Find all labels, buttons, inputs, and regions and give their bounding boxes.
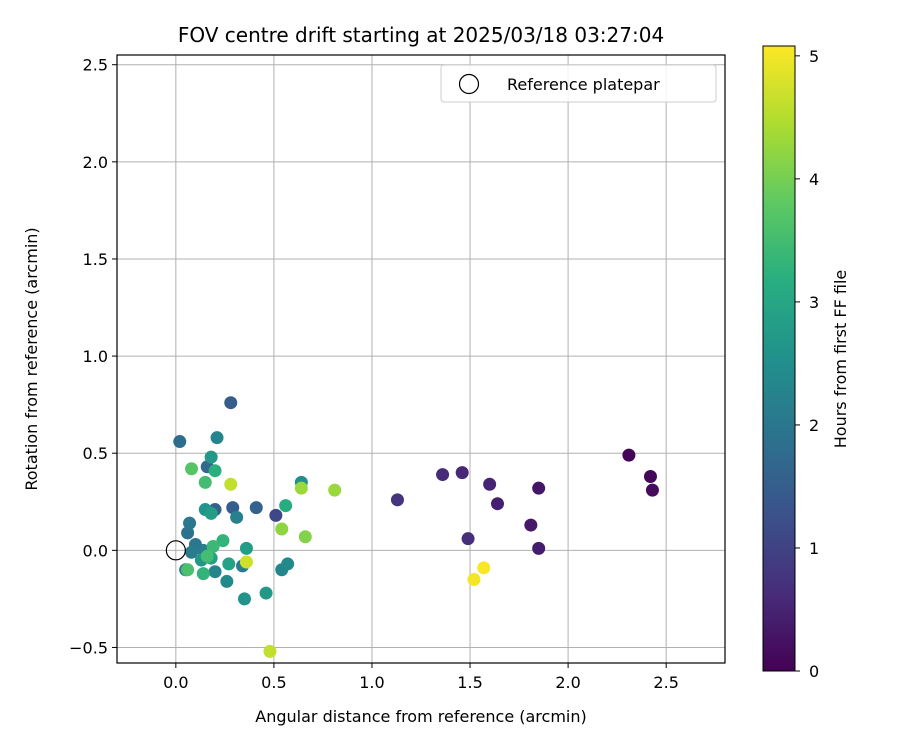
colorbar-tick-label: 5 (809, 47, 819, 66)
data-point (461, 532, 475, 546)
data-point (477, 561, 491, 575)
data-point (269, 508, 283, 522)
data-point (237, 592, 251, 606)
colorbar-tick-label: 2 (809, 416, 819, 435)
y-tick-label: 1.5 (83, 250, 108, 269)
data-point (249, 501, 263, 515)
data-point (208, 464, 222, 478)
data-point (298, 530, 312, 544)
y-tick-label: 0.5 (83, 444, 108, 463)
data-point (183, 516, 197, 530)
colorbar-tick-label: 3 (809, 293, 819, 312)
data-point (216, 534, 230, 548)
data-point (436, 468, 450, 482)
y-axis-ticks: −0.5 0.0 0.5 1.0 1.5 2.0 2.5 (69, 56, 117, 657)
data-point (185, 462, 199, 476)
data-point (483, 477, 497, 491)
legend-box (440, 64, 717, 103)
data-point (198, 475, 212, 489)
colorbar-tick-label: 0 (809, 662, 819, 681)
plot-frame (116, 54, 726, 664)
data-point (204, 450, 218, 464)
data-point (224, 396, 238, 410)
data-point (224, 477, 238, 491)
colorbar-ticks: 0 1 2 3 4 5 (795, 47, 819, 681)
y-tick-label: 0.0 (83, 541, 108, 560)
x-axis-label: Angular distance from reference (arcmin) (255, 707, 586, 726)
y-tick-label: 2.5 (83, 56, 108, 75)
data-point (455, 466, 469, 480)
colorbar-tick-label: 1 (809, 539, 819, 558)
data-point (490, 497, 504, 511)
data-point (185, 545, 199, 559)
x-tick-label: 0.5 (261, 673, 286, 692)
data-point (239, 555, 253, 569)
x-axis-ticks: 0.0 0.5 1.0 1.5 2.0 2.5 (163, 663, 679, 692)
chart-title: FOV centre drift starting at 2025/03/18 … (178, 23, 664, 47)
colorbar-label: Hours from first FF file (831, 270, 850, 449)
data-point (206, 539, 220, 553)
data-point (281, 557, 295, 571)
data-point (173, 435, 187, 449)
data-point (275, 522, 289, 536)
data-point (230, 510, 244, 524)
data-point (524, 518, 538, 532)
legend-entry-reference: Reference platepar (507, 75, 660, 94)
data-point (208, 565, 222, 579)
data-point (181, 563, 195, 577)
x-tick-label: 2.5 (653, 673, 678, 692)
data-point (196, 567, 210, 581)
data-point (222, 557, 236, 571)
colorbar-gradient (762, 45, 796, 672)
data-point (220, 574, 234, 588)
data-point (294, 481, 308, 495)
data-point (204, 506, 218, 520)
data-point (532, 481, 546, 495)
data-point (328, 483, 342, 497)
data-point (200, 549, 214, 563)
data-point (643, 470, 657, 484)
data-point (259, 586, 273, 600)
data-point (239, 541, 253, 555)
data-point (210, 431, 224, 445)
colorbar-tick-label: 4 (809, 170, 819, 189)
data-point (532, 541, 546, 555)
data-point (263, 644, 277, 658)
data-point (279, 499, 293, 513)
y-tick-label: 2.0 (83, 153, 108, 172)
scatter-points (173, 396, 659, 658)
y-tick-label: 1.0 (83, 347, 108, 366)
legend: Reference platepar (440, 64, 717, 103)
y-axis-label: Rotation from reference (arcmin) (22, 227, 41, 490)
data-point (181, 526, 195, 540)
reference-layer (165, 540, 186, 561)
data-point (622, 448, 636, 462)
y-tick-label: −0.5 (69, 638, 108, 657)
reference-point (165, 540, 186, 561)
colorbar: 0 1 2 3 4 5 Hours from first FF file (762, 45, 850, 681)
x-tick-label: 1.0 (359, 673, 384, 692)
x-tick-label: 2.0 (555, 673, 580, 692)
data-point (390, 493, 404, 507)
x-tick-label: 1.5 (457, 673, 482, 692)
data-point (467, 572, 481, 586)
data-point (645, 483, 659, 497)
x-tick-label: 0.0 (163, 673, 188, 692)
legend-marker-reference (458, 73, 480, 95)
